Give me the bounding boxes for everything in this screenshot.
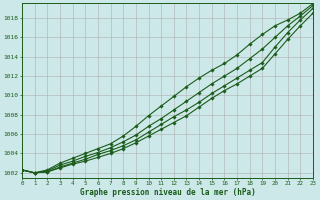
X-axis label: Graphe pression niveau de la mer (hPa): Graphe pression niveau de la mer (hPa) [80, 188, 255, 197]
